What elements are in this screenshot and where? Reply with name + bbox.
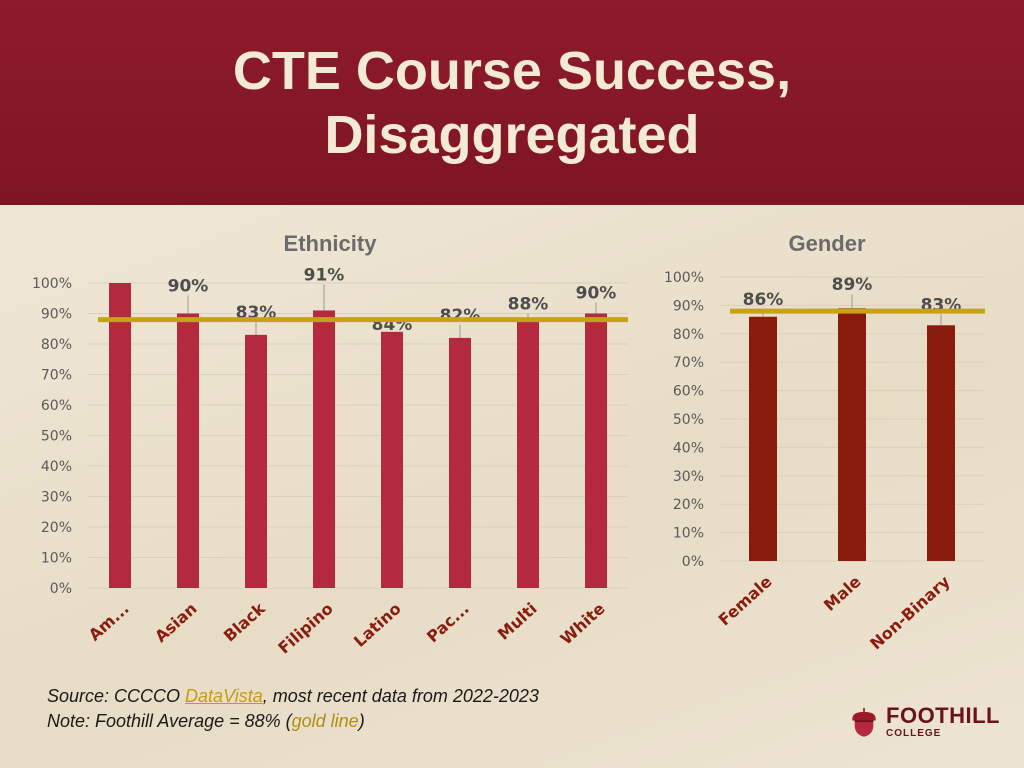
eth-x-tick-label: White — [557, 599, 609, 649]
slide-title: CTE Course Success, Disaggregated — [232, 40, 792, 165]
eth-y-tick-label: 20% — [41, 520, 72, 536]
eth-y-tick-label: 30% — [41, 490, 72, 506]
gen-chart-title: Gender — [788, 231, 865, 256]
gold-line-label: gold line — [291, 711, 359, 731]
gen-data-label: 89% — [832, 275, 873, 295]
gen-y-tick-label: 80% — [673, 327, 704, 343]
eth-y-tick-label: 40% — [41, 459, 72, 475]
eth-bar — [313, 310, 335, 588]
gen-x-tick-label: Non-Binary — [866, 571, 954, 653]
eth-y-tick-label: 80% — [41, 337, 72, 353]
eth-x-tick-label: Latino — [350, 599, 405, 651]
eth-data-label: 88% — [508, 295, 549, 315]
eth-bar — [449, 337, 471, 588]
eth-y-tick-label: 10% — [41, 551, 72, 567]
title-banner: CTE Course Success, Disaggregated — [0, 0, 1024, 205]
eth-bar — [245, 334, 267, 588]
footer-notes: Source: CCCCO DataVista, most recent dat… — [47, 684, 539, 734]
eth-data-label: 82% — [440, 306, 481, 326]
eth-bar — [517, 319, 539, 588]
gen-y-tick-label: 60% — [673, 384, 704, 400]
acorn-icon — [852, 707, 876, 737]
gen-x-tick-label: Female — [715, 572, 776, 630]
foothill-logo: FOOTHILL COLLEGE — [850, 700, 1000, 744]
gen-y-tick-label: 100% — [664, 270, 704, 286]
eth-bar — [381, 331, 403, 588]
source-suffix: , most recent data from 2022-2023 — [262, 686, 539, 706]
eth-x-tick-label: Filipino — [274, 599, 336, 658]
eth-y-tick-label: 60% — [41, 398, 72, 414]
eth-y-tick-label: 100% — [32, 276, 72, 292]
gen-x-tick-label: Male — [820, 572, 865, 615]
logo-name: FOOTHILL — [886, 703, 1000, 728]
gen-y-tick-label: 90% — [673, 298, 704, 314]
eth-y-tick-label: 0% — [50, 581, 72, 597]
gen-y-tick-label: 30% — [673, 469, 704, 485]
note-line: Note: Foothill Average = 88% (gold line) — [47, 709, 539, 734]
gen-bar — [927, 325, 955, 561]
gen-bar — [749, 316, 777, 561]
source-prefix: Source: CCCCO — [47, 686, 186, 706]
eth-bar — [585, 313, 607, 588]
gen-y-tick-label: 70% — [673, 355, 704, 371]
eth-bar — [177, 313, 199, 588]
eth-y-tick-label: 70% — [41, 368, 72, 384]
datavista-link[interactable]: DataVista — [185, 686, 263, 706]
eth-x-tick-label: Am... — [85, 599, 133, 645]
note-prefix: Note: Foothill Average = 88% ( — [47, 711, 292, 731]
gen-y-tick-label: 10% — [673, 526, 704, 542]
eth-x-tick-label: Multi — [494, 599, 541, 644]
gen-y-tick-label: 50% — [673, 412, 704, 428]
eth-x-tick-label: Pac... — [423, 599, 473, 646]
eth-data-label: 90% — [168, 277, 209, 297]
eth-data-label: 90% — [576, 284, 617, 304]
gen-y-tick-label: 0% — [682, 554, 704, 570]
charts-area: Ethnicity 0% 10% 20% 30% 40% 50% 60% 70% 80% 90% 10… — [32, 231, 985, 658]
gen-y-tick-label: 20% — [673, 497, 704, 513]
gen-bar — [838, 308, 866, 561]
eth-y-tick-label: 90% — [41, 307, 72, 323]
eth-data-label: 91% — [304, 265, 345, 285]
gen-data-label: 86% — [743, 290, 784, 310]
eth-x-tick-label: Asian — [151, 599, 201, 646]
eth-bar — [109, 283, 131, 588]
logo-sub: COLLEGE — [886, 728, 942, 739]
eth-chart-title: Ethnicity — [284, 231, 378, 256]
note-suffix: ) — [358, 711, 365, 731]
gen-y-tick-label: 40% — [673, 440, 704, 456]
source-line: Source: CCCCO DataVista, most recent dat… — [47, 684, 539, 709]
eth-x-tick-label: Black — [220, 599, 269, 646]
eth-y-tick-label: 50% — [41, 429, 72, 445]
